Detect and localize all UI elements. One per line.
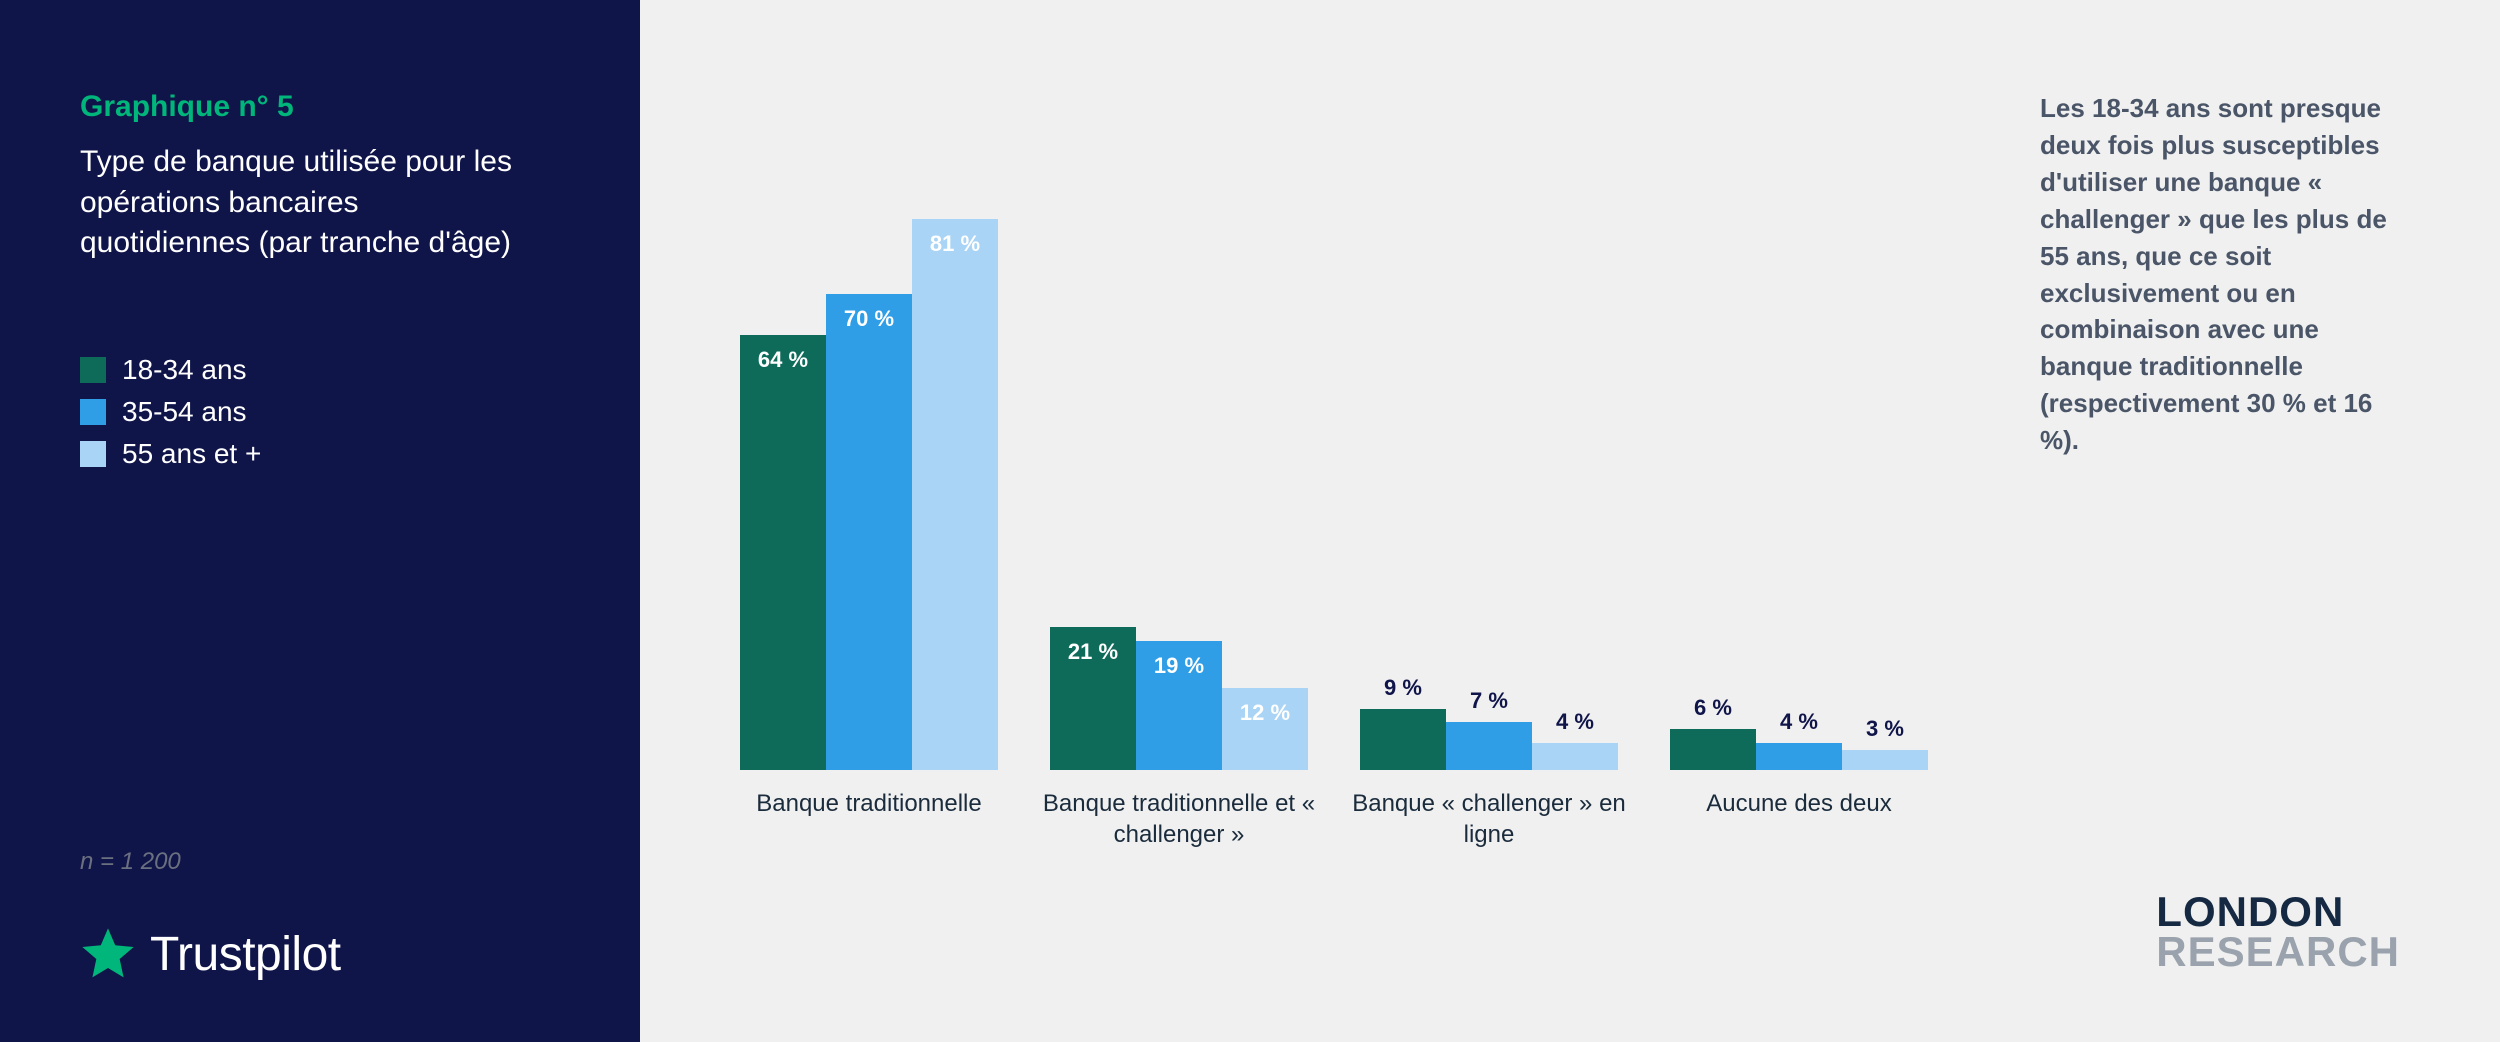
- logo-line-2: RESEARCH: [2156, 932, 2400, 972]
- bar-value-label: 64 %: [758, 347, 808, 373]
- chart-title: Type de banque utilisée pour les opérati…: [80, 142, 520, 264]
- legend-swatch: [80, 357, 106, 383]
- logo-line-1: LONDON: [2156, 892, 2400, 932]
- bar-value-label: 12 %: [1240, 700, 1290, 726]
- bar-group: 64 % 70 % 81 %: [740, 219, 998, 770]
- legend-item: 35-54 ans: [80, 396, 560, 428]
- bar: 6 %: [1670, 729, 1756, 770]
- legend-item: 55 ans et +: [80, 438, 560, 470]
- bar-value-label: 81 %: [930, 231, 980, 257]
- star-icon: [80, 926, 136, 982]
- main-panel: 64 %70 %81 %21 %19 %12 %9 %7 %4 %6 %4 %3…: [640, 0, 2500, 1042]
- legend: 18-34 ans 35-54 ans 55 ans et +: [80, 354, 560, 470]
- x-axis-category-label: Banque traditionnelle et « challenger »: [1029, 788, 1329, 850]
- bar-value-label: 7 %: [1470, 688, 1508, 714]
- bar: 3 %: [1842, 750, 1928, 770]
- bar: 64 %: [740, 335, 826, 770]
- bar: 70 %: [826, 294, 912, 770]
- bar-group: 21 % 19 % 12 %: [1050, 627, 1308, 770]
- legend-label: 18-34 ans: [122, 354, 247, 386]
- bar-group: 9 %7 %4 %: [1360, 709, 1618, 770]
- insight-text: Les 18-34 ans sont presque deux fois plu…: [2040, 90, 2400, 459]
- legend-label: 55 ans et +: [122, 438, 261, 470]
- x-axis-category-label: Aucune des deux: [1649, 788, 1949, 819]
- bar: 9 %: [1360, 709, 1446, 770]
- bar: 21 %: [1050, 627, 1136, 770]
- bar: 4 %: [1756, 743, 1842, 770]
- bar-value-label: 3 %: [1866, 716, 1904, 742]
- london-research-logo: LONDON RESEARCH: [2156, 892, 2400, 972]
- bar: 19 %: [1136, 641, 1222, 770]
- bar-chart: 64 %70 %81 %21 %19 %12 %9 %7 %4 %6 %4 %3…: [710, 90, 1930, 850]
- bar: 7 %: [1446, 722, 1532, 770]
- x-axis-category-label: Banque traditionnelle: [719, 788, 1019, 819]
- bar: 12 %: [1222, 688, 1308, 770]
- chart-number: Graphique n° 5: [80, 90, 560, 124]
- bar-value-label: 19 %: [1154, 653, 1204, 679]
- chart-plot-area: 64 %70 %81 %21 %19 %12 %9 %7 %4 %6 %4 %3…: [710, 90, 1930, 770]
- bar-value-label: 6 %: [1694, 695, 1732, 721]
- bar-value-label: 21 %: [1068, 639, 1118, 665]
- legend-item: 18-34 ans: [80, 354, 560, 386]
- bar-value-label: 4 %: [1780, 709, 1818, 735]
- trustpilot-wordmark: Trustpilot: [150, 927, 341, 982]
- x-axis-category-label: Banque « challenger » en ligne: [1339, 788, 1639, 850]
- bar-value-label: 9 %: [1384, 675, 1422, 701]
- sidebar-panel: Graphique n° 5 Type de banque utilisée p…: [0, 0, 640, 1042]
- sample-size-note: n = 1 200: [80, 848, 560, 876]
- legend-swatch: [80, 441, 106, 467]
- legend-label: 35-54 ans: [122, 396, 247, 428]
- trustpilot-logo: Trustpilot: [80, 926, 560, 982]
- bar-group: 6 %4 %3 %: [1670, 729, 1928, 770]
- bar-value-label: 4 %: [1556, 709, 1594, 735]
- bar: 81 %: [912, 219, 998, 770]
- legend-swatch: [80, 399, 106, 425]
- bar-value-label: 70 %: [844, 306, 894, 332]
- bar: 4 %: [1532, 743, 1618, 770]
